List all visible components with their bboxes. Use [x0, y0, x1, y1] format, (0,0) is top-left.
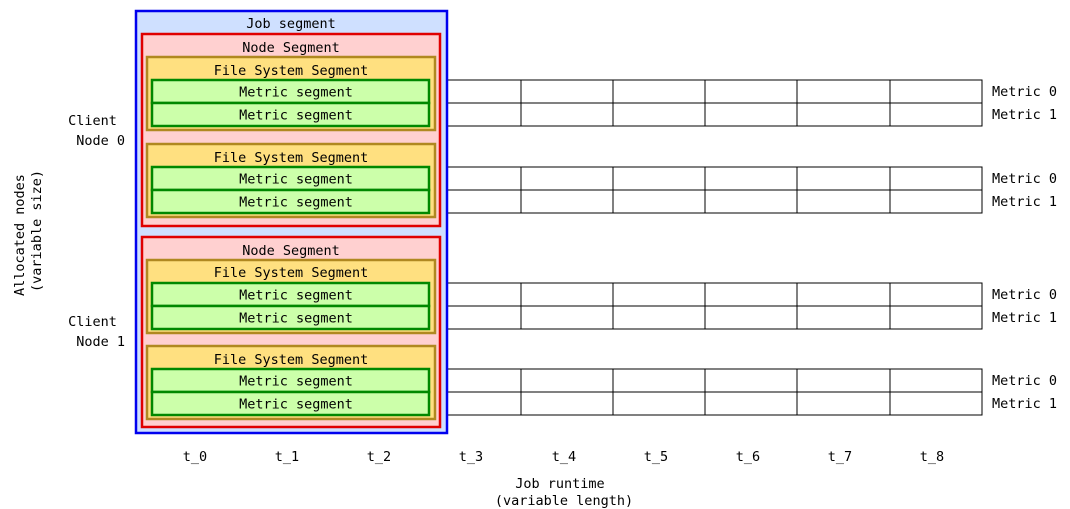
time-grid-cell [520, 166, 614, 191]
time-label-7: t_7 [828, 449, 852, 465]
time-grid-cell [520, 79, 614, 104]
time-grid-cell [612, 282, 706, 307]
time-grid-cell [889, 166, 983, 191]
fs-segment-label: File System Segment [214, 63, 368, 79]
time-grid-cell [704, 189, 798, 214]
fs-segment-label: File System Segment [214, 265, 368, 281]
metric-segment-label: Metric segment [239, 172, 353, 188]
time-grid-cell [612, 79, 706, 104]
time-label-1: t_1 [275, 449, 299, 465]
time-grid-cell [704, 305, 798, 330]
fs-segment-label: File System Segment [214, 150, 368, 166]
time-grid-cell [704, 79, 798, 104]
time-grid-cell [520, 305, 614, 330]
time-grid-cell [520, 368, 614, 393]
metric-segment-box [150, 304, 431, 331]
metric-label-0: Metric 0 [992, 171, 1057, 187]
time-grid-cell [889, 305, 983, 330]
metric-segment-box [150, 101, 431, 128]
time-grid [428, 79, 983, 416]
time-grid-cell [889, 282, 983, 307]
y-axis-label: Allocated nodes (variable size) [12, 166, 45, 296]
metric-segment-label: Metric segment [239, 374, 353, 390]
time-label-4: t_4 [552, 449, 576, 465]
x-axis-label: Job runtime (variable length) [495, 476, 633, 509]
time-label-8: t_8 [920, 449, 944, 465]
time-label-6: t_6 [736, 449, 760, 465]
time-grid-cell [796, 282, 891, 307]
metric-segment-label: Metric segment [239, 85, 353, 101]
job-segment-label: Job segment [246, 16, 335, 32]
time-grid-cell [704, 391, 798, 416]
time-grid-cell [889, 368, 983, 393]
metric-label-1: Metric 1 [992, 396, 1057, 412]
time-grid-cell [520, 282, 614, 307]
metric-label-1: Metric 1 [992, 107, 1057, 123]
metric-segment-label: Metric segment [239, 311, 353, 327]
time-grid-cell [612, 368, 706, 393]
time-labels: t_0 t_1 t_2 t_3 t_4 t_5 t_6 t_7 t_8 [183, 449, 944, 465]
time-grid-cell [796, 391, 891, 416]
time-grid-cell [796, 368, 891, 393]
time-label-3: t_3 [459, 449, 483, 465]
metric-label-1: Metric 1 [992, 310, 1057, 326]
time-label-0: t_0 [183, 449, 207, 465]
time-grid-cell [612, 391, 706, 416]
metric-segment-box [150, 188, 431, 215]
metric-label-1: Metric 1 [992, 194, 1057, 210]
time-grid-cell [520, 189, 614, 214]
client-node-1-label: Client Node 1 [68, 314, 125, 350]
client-node-0-label: Client Node 0 [68, 113, 125, 149]
time-grid-cell [889, 189, 983, 214]
metric-segment-box [150, 390, 431, 417]
time-grid-cell [704, 166, 798, 191]
time-grid-cell [889, 391, 983, 416]
time-grid-cell [889, 102, 983, 127]
metric-label-0: Metric 0 [992, 287, 1057, 303]
metric-label-0: Metric 0 [992, 373, 1057, 389]
time-grid-cell [612, 305, 706, 330]
metric-segment-label: Metric segment [239, 195, 353, 211]
time-grid-cell [796, 102, 891, 127]
time-grid-cell [889, 79, 983, 104]
time-grid-cell [704, 282, 798, 307]
metric-segment-label: Metric segment [239, 108, 353, 124]
time-grid-cell [520, 102, 614, 127]
metric-segment-label: Metric segment [239, 397, 353, 413]
fs-segment-label: File System Segment [214, 352, 368, 368]
metric-labels: Metric 0 Metric 1 Metric 0 Metric 1 Metric 0… [992, 84, 1057, 412]
time-grid-cell [704, 102, 798, 127]
time-grid-cell [796, 79, 891, 104]
time-grid-cell [520, 391, 614, 416]
time-label-5: t_5 [644, 449, 668, 465]
segments-group: Node Segment File System Segment Metric se… [140, 32, 442, 429]
time-grid-cell [796, 166, 891, 191]
metric-label-0: Metric 0 [992, 84, 1057, 100]
time-grid-cell [796, 189, 891, 214]
time-grid-cell [796, 305, 891, 330]
time-grid-cell [612, 189, 706, 214]
node-segment-label: Node Segment [242, 40, 340, 56]
time-grid-cell [612, 166, 706, 191]
metric-segment-label: Metric segment [239, 288, 353, 304]
time-grid-cell [612, 102, 706, 127]
time-grid-cell [704, 368, 798, 393]
node-segment-label: Node Segment [242, 243, 340, 259]
time-label-2: t_2 [367, 449, 391, 465]
